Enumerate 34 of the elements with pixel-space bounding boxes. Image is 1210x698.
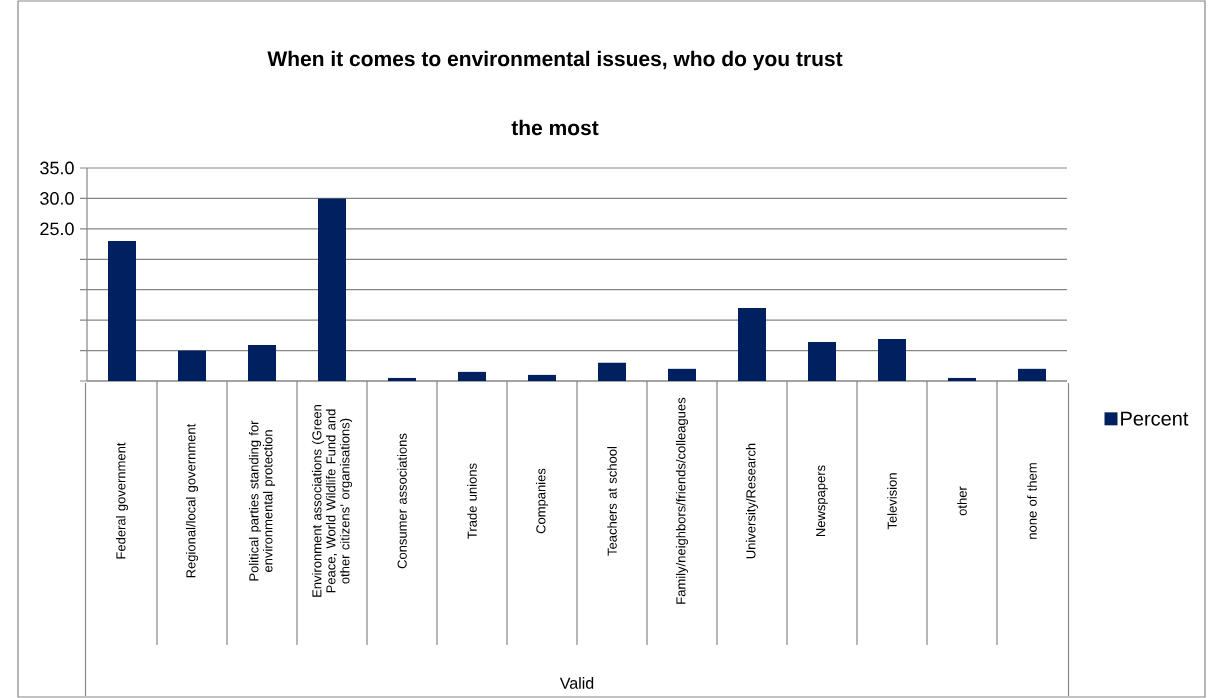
x-tick-label: University/Research (745, 443, 759, 559)
x-tick-label: other (957, 486, 967, 516)
bar (388, 377, 417, 381)
x-tick-label: Federal government (115, 442, 129, 559)
x-tick-label: Regional/local government (185, 423, 199, 578)
y-tick-label: 35.0 (40, 161, 74, 175)
y-tick-label: 30.0 (40, 192, 74, 205)
bar (528, 374, 557, 381)
text: Valid (559, 677, 594, 689)
bar (178, 350, 207, 381)
x-tick-label: Newspapers (816, 465, 828, 537)
y-tick-label: 25.0 (40, 222, 74, 236)
bar (1018, 368, 1046, 381)
bar (738, 307, 767, 381)
bar (598, 362, 627, 381)
x-tick-label: Television (887, 473, 897, 530)
bar (808, 342, 837, 381)
x-tick-label: Trade unions (467, 463, 477, 539)
bar (948, 377, 977, 381)
bar (458, 371, 487, 381)
chart-title: When it comes to environmental issues, who do you trust the most (267, 50, 843, 136)
legend-label: Percent (1121, 411, 1189, 426)
bar (668, 368, 697, 381)
x-tick-label: Consumer associations (397, 433, 407, 569)
x-tick-label: Teachers at school (607, 447, 617, 556)
x-tick-label: Environment associations (Green Peace, World Wildlife Fund and other citizens’ organisations) (311, 405, 353, 597)
x-tick-label: none of them (1027, 463, 1037, 539)
bar (108, 241, 137, 381)
x-tick-label: Family/neighbors/friends/colleagues (675, 397, 689, 604)
bar (318, 198, 347, 381)
x-tick-label: Political parties standing for environmental protection (248, 420, 276, 581)
bar (248, 345, 277, 381)
x-tick-label: Companies (535, 468, 549, 534)
bar (878, 339, 906, 381)
